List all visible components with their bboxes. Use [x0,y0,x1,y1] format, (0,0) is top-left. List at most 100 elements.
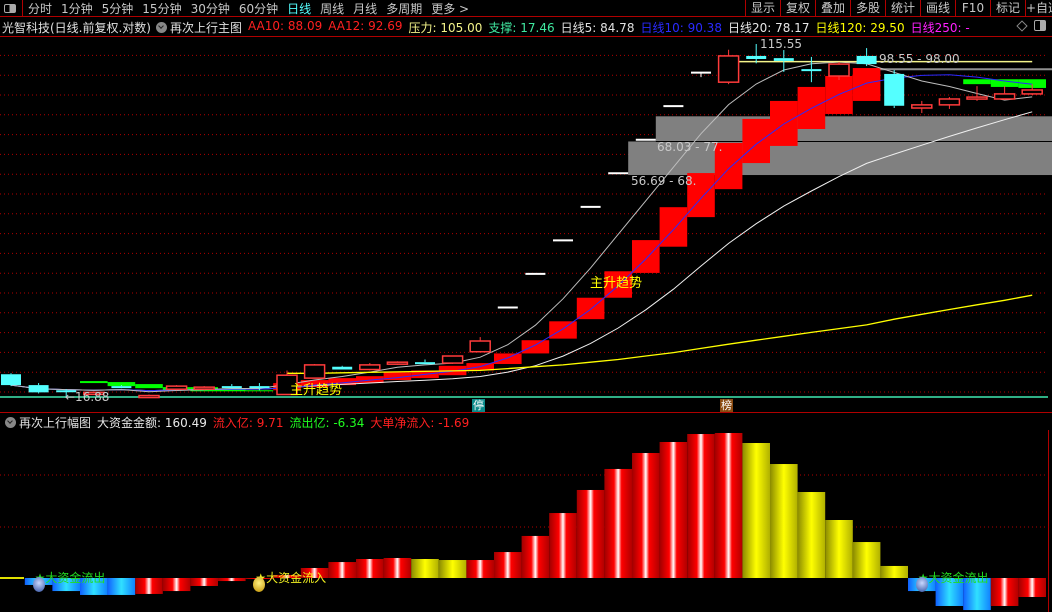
panel-toggle-icon[interactable] [0,1,20,16]
sub-legend: 再次上行幅图 大资金金额: 160.49 流入亿: 9.71 流出亿: -6.34 大… [0,414,475,430]
legend-item-value: 90.38 [687,20,722,35]
sub-indicator-dropdown-icon[interactable] [5,416,16,428]
signal-label: ★大资金流出 [917,571,989,585]
fund-flow-bar [687,434,715,578]
trend-band-block [107,382,136,387]
fund-flow-bar [1018,578,1046,597]
fund-flow-bar [218,578,246,582]
toolbar-button[interactable]: 显示 [745,0,780,17]
candle-up [938,98,961,106]
period-tab[interactable]: 日线 [287,1,312,16]
candle-up [966,96,988,100]
fund-flow-bar [135,578,163,594]
sad-face-icon [32,577,45,592]
candle-up [469,340,491,353]
indicator-name[interactable]: 再次上行主图 [170,20,243,35]
period-tab[interactable]: 30分钟 [190,1,230,16]
fund-flow-bar [935,578,964,606]
fund-flow-bar [383,557,412,578]
toolbar-button[interactable]: 统计 [885,0,920,17]
candle-down [801,69,822,72]
candle-down [746,55,767,60]
fund-flow-bar [659,441,688,578]
high-price-label: 115.55 [760,37,802,51]
legend-item-value: 17.46 [520,20,555,35]
trend-band-block [1018,79,1046,88]
smile-face-icon [253,577,266,592]
trend-band-block [714,142,743,190]
period-tab[interactable]: 5分钟 [101,1,134,16]
legend-item: 日线20: 78.17 [728,19,810,36]
toolbar-button[interactable]: 复权 [780,0,815,17]
legend-tools [1016,19,1046,32]
candle-up [83,391,105,396]
toolbar-button[interactable]: 画线 [920,0,955,17]
period-tab[interactable]: 60分钟 [238,1,279,16]
diamond-icon[interactable] [1016,19,1028,32]
legend-item: 日线250: - [911,19,970,36]
sub-legend-item-label: 流入亿: [212,415,257,430]
candle-up [359,364,381,371]
period-tab[interactable]: 15分钟 [142,1,182,16]
period-tab[interactable]: 更多 > [431,1,470,16]
trend-band-block [852,68,881,101]
fund-flow-bar [300,567,329,578]
legend-item-value: 84.78 [600,20,635,35]
period-tab[interactable]: 多周期 [386,1,423,16]
fund-flow-bar [963,578,991,611]
sub-legend-item-value: 9.71 [256,415,284,430]
period-tab[interactable]: 1分钟 [61,1,93,16]
fund-flow-bar [714,433,743,578]
trend-band-block [300,380,329,388]
fund-flow-bar [632,453,660,578]
window-toggle-icon[interactable] [1034,20,1046,31]
fund-flow-bar [80,578,108,595]
candle-up [386,361,409,365]
toolbar-button[interactable]: 叠加 [815,0,850,17]
legend-item-label: 日线10: [640,20,688,35]
fund-flow-bar [328,562,356,578]
candle-up [993,93,1016,100]
legend-item-label: 日线120: [815,20,871,35]
sub-legend-values: 大资金金额: 160.49 流入亿: 9.71 流出亿: -6.34 大单净流入: -… [97,414,475,431]
legend-item-value: 78.17 [775,20,810,35]
trend-band-block [990,79,1019,87]
sub-legend-item-label: 大资金金额: [97,415,165,430]
sub-legend-item-value: -1.69 [438,415,470,430]
toolbar-button[interactable]: 多股 [850,0,885,17]
candle-up [276,374,298,396]
sub-indicator-name[interactable]: 再次上行幅图 [19,415,92,430]
trend-band-block [963,79,991,85]
legend-item-label: 日线5: [560,20,601,35]
sub-legend-item: 大资金金额: 160.49 [97,414,207,431]
toolbar-button[interactable]: +自选 [1025,0,1052,17]
candle-down [56,390,77,393]
trend-band-block [659,207,688,247]
top-box-label: 98.55 - 98.00 [879,52,960,66]
fund-flow-bar [466,560,494,578]
candle-up [911,104,933,109]
trend-band-block [521,340,550,354]
limit-up-badge[interactable]: 停 [472,399,485,412]
trend-band-block [494,353,522,364]
period-tab[interactable]: 分时 [28,1,53,16]
period-toolbar: 分时 1分钟 5分钟 15分钟 30分钟 60分钟 日线 周线 月线 多周期 更多 > 显示 复权 叠加… [0,0,1052,17]
sad-face-icon [915,577,928,592]
period-tabs: 分时 1分钟 5分钟 15分钟 30分钟 60分钟 日线 周线 月线 多周期 更多 > [28,0,478,17]
fund-flow-bar [190,578,218,586]
indicator-dropdown-icon[interactable] [156,21,167,33]
trend-band-block [218,389,246,392]
dragon-tiger-badge[interactable]: 榜 [720,399,733,412]
legend-item-value: 105.00 [440,20,483,35]
sub-legend-item-label: 流出亿: [289,415,334,430]
toolbar-button[interactable]: 标记 [990,0,1025,17]
candle-up [828,63,850,77]
period-tab[interactable]: 周线 [320,1,345,16]
trend-band-block [825,76,853,114]
period-tab[interactable]: 月线 [353,1,378,16]
toolbar-button[interactable]: F10 [955,0,990,17]
fund-flow-bar [852,542,881,578]
trend-label-start: 主升趋势 [290,383,343,398]
signal-label: ★大资金流出 [34,571,106,585]
